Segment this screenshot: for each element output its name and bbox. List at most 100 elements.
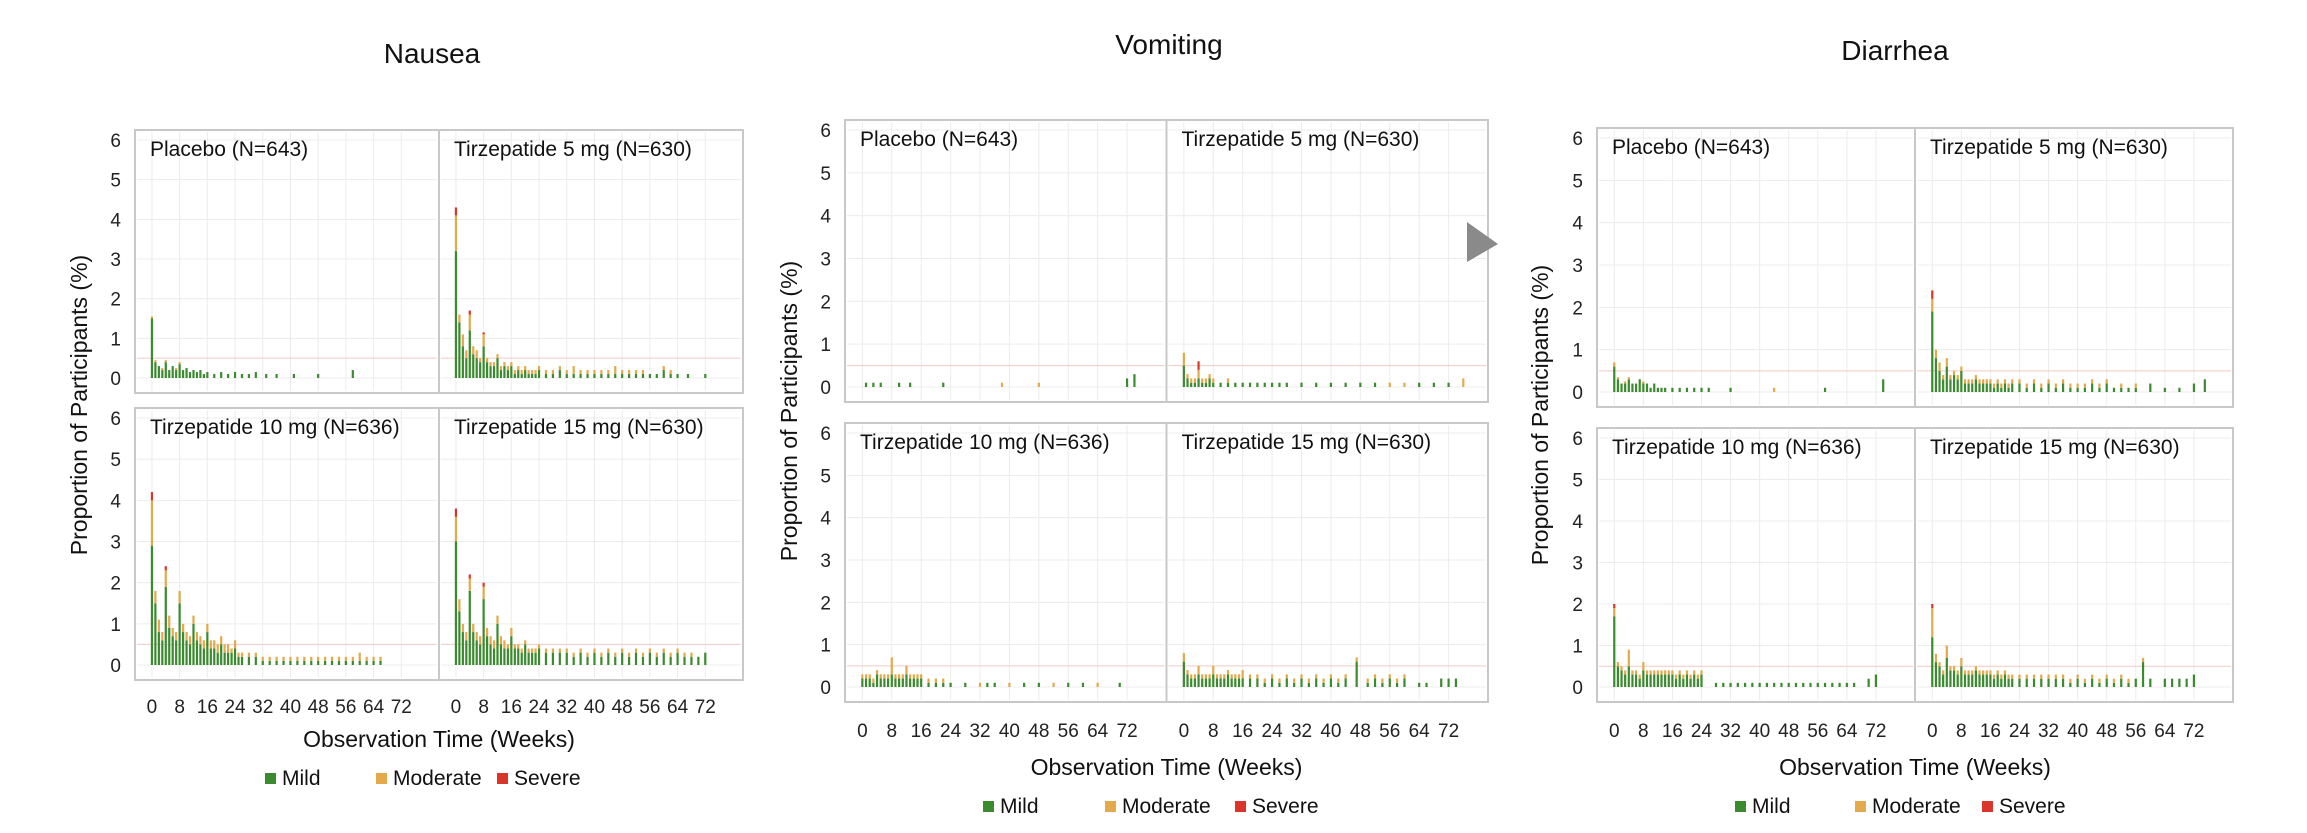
- moderate-bar: [310, 656, 313, 661]
- moderate-bar: [317, 656, 320, 661]
- moderate-bar: [551, 370, 555, 375]
- mild-bar: [496, 358, 499, 378]
- panel-label: Tirzepatide 5 mg (N=630): [1182, 128, 1420, 151]
- mild-bar: [1700, 387, 1703, 392]
- mild-bar: [544, 374, 548, 378]
- x-tick-label: 24: [1262, 721, 1284, 742]
- moderate-bar: [1952, 666, 1956, 671]
- moderate-bar: [894, 674, 897, 679]
- moderate-bar: [2011, 674, 2014, 679]
- x-tick-label: 24: [1691, 721, 1713, 742]
- y-axis-label: Proportion of Participants (%): [1527, 265, 1553, 565]
- y-tick-label: 2: [110, 290, 121, 311]
- mild-bar: [499, 370, 503, 378]
- x-tick-label: 32: [1720, 721, 1741, 742]
- moderate-bar: [1960, 657, 1963, 667]
- mild-bar: [2120, 387, 2123, 392]
- mild-bar: [358, 660, 361, 665]
- mild-bar: [551, 652, 555, 665]
- mild-bar: [1234, 382, 1237, 387]
- mild-bar: [524, 370, 527, 378]
- moderate-bar: [178, 362, 181, 365]
- moderate-bar: [175, 368, 178, 371]
- mild-bar: [655, 656, 658, 665]
- mild-bar: [1874, 674, 1878, 687]
- x-tick-label: 48: [1778, 721, 1799, 742]
- mild-bar: [510, 366, 513, 378]
- mild-bar: [1664, 674, 1667, 687]
- x-tick-label: 56: [1807, 721, 1828, 742]
- mild-bar: [1344, 678, 1347, 687]
- mild-bar: [337, 660, 341, 665]
- moderate-bar: [1649, 670, 1652, 675]
- mild-bar: [1023, 682, 1026, 687]
- x-tick-label: 0: [147, 697, 158, 718]
- mild-bar: [461, 632, 464, 665]
- moderate-bar: [621, 370, 624, 375]
- mild-bar: [1125, 378, 1129, 387]
- mild-bar: [2127, 682, 2130, 687]
- y-tick-label: 3: [1572, 256, 1583, 277]
- mild-bar: [697, 656, 700, 665]
- mild-bar: [534, 374, 537, 378]
- moderate-bar: [1682, 674, 1685, 679]
- mild-bar: [1396, 682, 1399, 687]
- legend-label: Mild: [1752, 795, 1791, 818]
- mild-bar: [2192, 674, 2196, 687]
- mild-bar: [2054, 387, 2057, 392]
- moderate-bar: [607, 370, 610, 375]
- moderate-bar: [1226, 378, 1230, 383]
- mild-bar: [517, 370, 520, 378]
- mild-bar: [468, 590, 471, 665]
- x-tick-label: 48: [2096, 721, 2117, 742]
- mild-bar: [634, 374, 638, 378]
- moderate-bar: [289, 656, 292, 661]
- mild-bar: [1845, 682, 1848, 687]
- legend-swatch: [497, 773, 508, 784]
- mild-bar: [1081, 682, 1085, 687]
- moderate-bar: [909, 674, 912, 679]
- moderate-bar: [1616, 662, 1620, 667]
- mild-bar: [1989, 674, 1992, 687]
- moderate-bar: [199, 636, 202, 645]
- moderate-bar: [171, 627, 174, 637]
- mild-bar: [289, 660, 292, 665]
- moderate-bar: [206, 623, 209, 633]
- moderate-bar: [233, 640, 237, 649]
- legend: Mild Moderate Severe: [983, 795, 1319, 818]
- moderate-bar: [1186, 670, 1189, 675]
- y-tick-label: 1: [110, 329, 121, 350]
- mild-bar: [942, 382, 945, 387]
- y-tick-label: 0: [110, 656, 121, 677]
- moderate-bar: [927, 678, 930, 683]
- moderate-bar: [282, 656, 285, 661]
- moderate-bar: [1256, 674, 1259, 679]
- mild-bar: [1230, 678, 1233, 687]
- moderate-bar: [1381, 678, 1384, 683]
- panel-label: Tirzepatide 10 mg (N=636): [860, 431, 1110, 454]
- moderate-bar: [2054, 383, 2057, 388]
- y-tick-label: 0: [110, 369, 121, 390]
- mild-bar: [1256, 382, 1259, 387]
- mild-bar: [513, 374, 516, 378]
- chart-title: Diarrhea: [1841, 35, 1949, 66]
- mild-bar: [1882, 379, 1885, 392]
- moderate-bar: [240, 652, 244, 657]
- severe-bar: [468, 574, 471, 579]
- moderate-bar: [572, 366, 575, 375]
- mild-bar: [607, 374, 610, 378]
- mild-bar: [2149, 383, 2152, 392]
- mild-bar: [1256, 678, 1259, 687]
- moderate-bar: [898, 674, 901, 679]
- mild-bar: [565, 374, 568, 378]
- moderate-bar: [1212, 665, 1215, 675]
- moderate-bar: [1204, 378, 1208, 383]
- x-tick-label: 40: [584, 697, 605, 718]
- moderate-bar: [496, 354, 499, 359]
- moderate-bar: [1960, 366, 1963, 371]
- mild-bar: [1300, 678, 1303, 687]
- mild-bar: [586, 656, 589, 665]
- mild-bar: [1649, 387, 1652, 392]
